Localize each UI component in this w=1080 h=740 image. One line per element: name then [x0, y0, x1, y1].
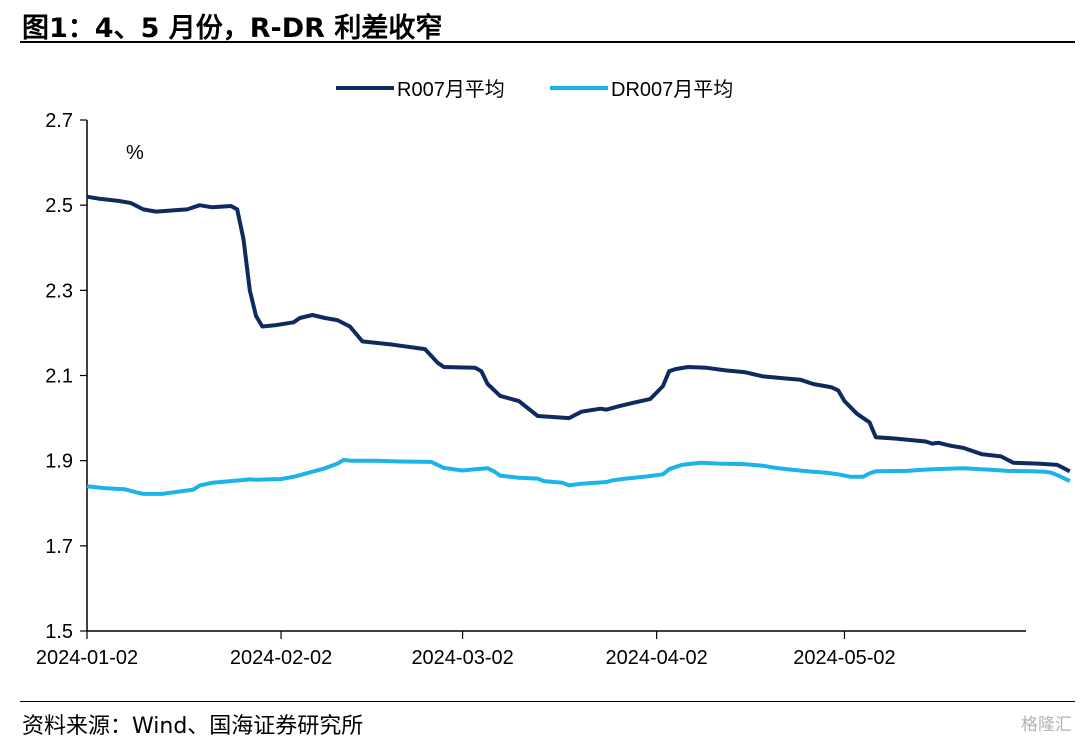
y-tick-label: 2.1	[45, 366, 73, 388]
chart-title: 图1：4、5 月份，R-DR 利差收窄	[22, 13, 443, 44]
x-tick-label: 2024-02-02	[230, 647, 332, 669]
y-tick-label: 2.5	[45, 195, 73, 217]
footer-divider	[20, 701, 1075, 702]
series-layer	[86, 194, 1071, 496]
watermark: 格隆汇	[1021, 715, 1072, 735]
unit-label: %	[126, 142, 144, 164]
x-tick-label: 2024-01-02	[36, 647, 138, 669]
x-tick-label: 2024-03-02	[411, 647, 513, 669]
x-tick-label: 2024-04-02	[606, 647, 708, 669]
dr007-series-line	[86, 457, 1071, 496]
y-tick-label: 1.5	[45, 621, 73, 643]
r007-series-line	[86, 194, 1071, 474]
source-note: 资料来源：Wind、国海证券研究所	[22, 714, 364, 739]
title-divider	[20, 41, 1075, 43]
y-tick-label: 2.7	[45, 110, 73, 132]
y-tick-label: 1.7	[45, 536, 73, 558]
legend-label-r007: R007月平均	[397, 78, 505, 101]
y-tick-label: 2.3	[45, 280, 73, 302]
x-axis: 2024-01-02 2024-02-02 2024-03-02 2024-04-02…	[36, 630, 1026, 669]
x-tick-label: 2024-05-02	[793, 647, 895, 669]
legend: R007月平均 DR007月平均	[336, 78, 733, 101]
legend-label-dr007: DR007月平均	[611, 78, 733, 101]
y-tick-label: 1.9	[45, 451, 73, 473]
y-axis: 1.5 1.7 1.9 2.1 2.3 2.5 2.7	[45, 110, 88, 643]
